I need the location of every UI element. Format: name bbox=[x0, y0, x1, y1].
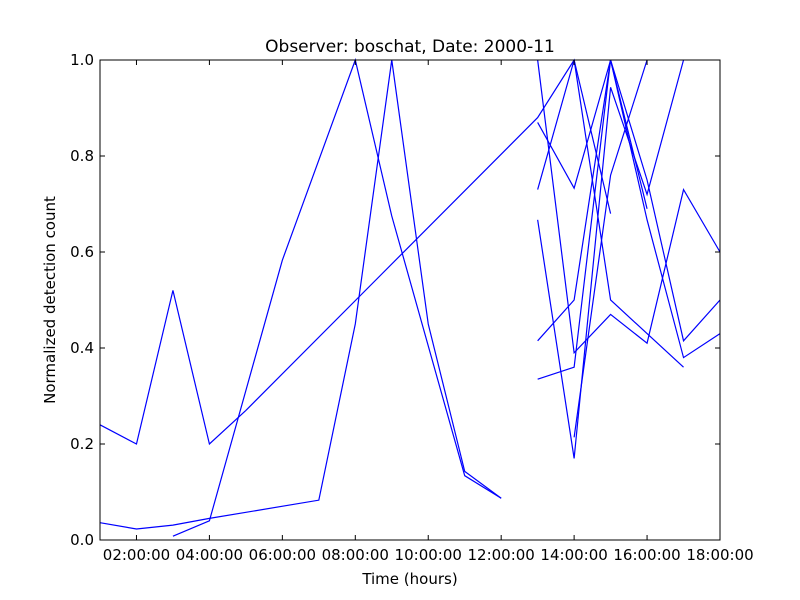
x-tick-label: 10:00:00 bbox=[395, 546, 462, 564]
ticks-layer: 02:00:00 04:00:00 06:00:00 08:00:00 10:00:00… bbox=[70, 51, 754, 564]
series-line-6 bbox=[537, 59, 684, 368]
chart-title: Observer: boschat, Date: 2000-11 bbox=[265, 37, 555, 57]
series-line-8 bbox=[537, 59, 685, 459]
x-tick-label: 06:00:00 bbox=[249, 546, 316, 564]
plot-frame bbox=[99, 59, 721, 541]
x-tick-label: 04:00:00 bbox=[176, 546, 243, 564]
series-line-9 bbox=[537, 59, 721, 343]
series-line-10 bbox=[537, 59, 648, 380]
x-tick-label: 14:00:00 bbox=[540, 546, 607, 564]
series-line-11 bbox=[573, 59, 648, 438]
y-tick-label: 0.0 bbox=[70, 531, 94, 549]
y-tick-label: 1.0 bbox=[70, 51, 94, 69]
series-line-2 bbox=[99, 59, 502, 530]
y-tick-label: 0.4 bbox=[70, 339, 94, 357]
x-tick-label: 12:00:00 bbox=[467, 546, 534, 564]
x-tick-label: 16:00:00 bbox=[613, 546, 680, 564]
y-axis-label: Normalized detection count bbox=[41, 196, 59, 404]
y-tick-label: 0.8 bbox=[70, 147, 94, 165]
y-tick-label: 0.2 bbox=[70, 435, 94, 453]
series-line-4 bbox=[245, 58, 612, 411]
series-line-1 bbox=[99, 290, 247, 446]
y-tick-label: 0.6 bbox=[70, 243, 94, 261]
x-tick-label: 08:00:00 bbox=[322, 546, 389, 564]
x-axis-label: Time (hours) bbox=[361, 570, 457, 588]
x-tick-label: 02:00:00 bbox=[103, 546, 170, 564]
series-line-5 bbox=[537, 59, 721, 355]
x-tick-label: 18:00:00 bbox=[686, 546, 753, 564]
